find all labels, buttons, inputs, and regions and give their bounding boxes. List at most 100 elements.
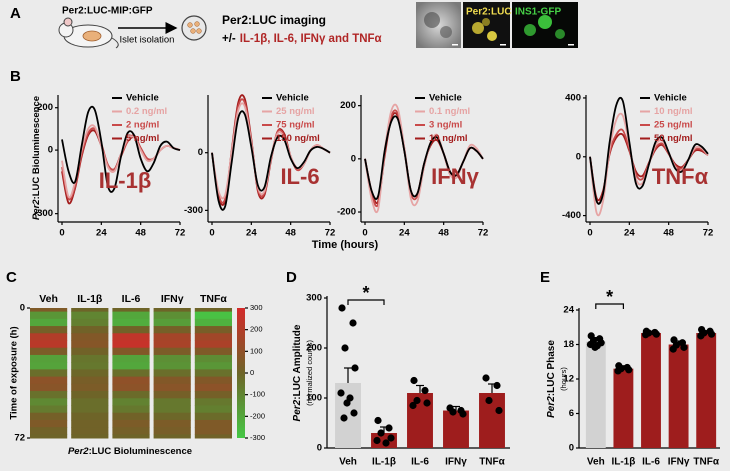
strain-label: Per2:LUC-MIP:GFP: [62, 6, 153, 17]
data-point: [697, 332, 705, 340]
heatmap-cell: [71, 340, 109, 349]
y-axis-title: Per2:LUC Amplitude: [292, 324, 303, 421]
heatmap-cell: [71, 391, 109, 399]
x-tick-label: 48: [285, 228, 296, 239]
colorbar-tick-label: 300: [250, 303, 263, 312]
heatmap-cell: [112, 354, 150, 363]
heatmap-cell: [30, 412, 68, 421]
heatmap-cell: [194, 311, 232, 320]
column-label: Veh: [39, 293, 58, 305]
x-axis-title: Time (hours): [312, 239, 379, 251]
heatmap-cell: [30, 376, 68, 385]
series-line: [589, 96, 709, 205]
heatmap-cell: [71, 347, 109, 356]
heatmap-cell: [112, 340, 150, 349]
heatmap-cell: [153, 391, 191, 399]
y-tick-label: 0: [20, 303, 25, 314]
y-tick-label: -300: [184, 205, 203, 216]
data-point: [485, 396, 493, 405]
heatmap-cell: [194, 333, 232, 341]
x-tick-label: IFNγ: [668, 457, 690, 468]
heatmap-cell: [112, 362, 150, 370]
data-point: [350, 409, 358, 417]
y-tick-label: 24: [563, 305, 574, 316]
heatmap-cell: [153, 347, 191, 356]
y-axis-title-rest: :LUC Amplitude: [292, 324, 303, 400]
significance-bracket: [347, 299, 385, 305]
y-axis-title: Time of exposure (h): [9, 326, 20, 419]
x-tick-label: 72: [175, 228, 186, 239]
data-point: [377, 429, 385, 437]
chart-label: IL-6: [280, 164, 319, 189]
x-tick-label: 48: [438, 228, 449, 239]
column-label: TNFα: [200, 293, 227, 305]
column-label: IL-1β: [77, 293, 103, 305]
bar: [641, 333, 661, 448]
heatmap-cell: [71, 354, 109, 363]
heatmap-cell: [71, 405, 109, 414]
heatmap-cell: [194, 383, 232, 392]
heatmap-cell: [30, 311, 68, 320]
y-axis-title-italic: Per2: [31, 199, 42, 220]
heatmap-cell: [112, 347, 150, 356]
heatmap-cell: [112, 383, 150, 392]
image-label: INS1-GFP: [515, 7, 561, 18]
treatment-text: +/- IL-1β, IL-6, IFNγ and TNFα: [222, 33, 382, 45]
heatmap-cell: [153, 412, 191, 421]
x-tick-label: 48: [663, 228, 674, 239]
data-point: [669, 345, 677, 353]
significance-bracket: [595, 303, 624, 309]
series-line: [211, 110, 331, 211]
heatmap-cell: [30, 369, 68, 378]
colorbar-tick-label: -300: [250, 433, 265, 442]
heatmap-cell: [30, 333, 68, 341]
heatmap-cell: [71, 412, 109, 421]
x-tick-label: 24: [246, 228, 257, 239]
legend-label: 10 ng/ml: [654, 106, 693, 117]
column-label: IL-6: [122, 293, 141, 305]
heatmap-cell: [153, 419, 191, 428]
heatmap-cell: [194, 419, 232, 428]
data-point: [349, 319, 357, 327]
series-line: [364, 115, 484, 200]
y-tick-label: 400: [565, 92, 581, 103]
heatmap-cell: [30, 318, 68, 327]
data-point: [409, 401, 417, 410]
colorbar-tick-label: 100: [250, 346, 263, 355]
heatmap-cell: [153, 340, 191, 349]
legend-label: 0.1 ng/ml: [429, 106, 470, 117]
heatmap-cell: [71, 333, 109, 341]
heatmap-cell: [194, 308, 232, 313]
data-point: [387, 434, 395, 442]
heatmap-cell: [30, 391, 68, 399]
y-axis-title-rest: :LUC Phase: [546, 340, 557, 397]
x-tick-label: 0: [587, 228, 592, 239]
data-point: [413, 396, 421, 405]
x-tick-label: 72: [325, 228, 336, 239]
heatmap-cell: [194, 369, 232, 378]
heatmap-cell: [30, 347, 68, 356]
legend-label: 50 ng/ml: [654, 133, 693, 144]
heatmap-cell: [153, 362, 191, 370]
heatmap-cell: [153, 311, 191, 320]
image-label: Per2:LUC: [466, 7, 512, 18]
series-line: [61, 105, 181, 193]
data-point: [423, 399, 431, 407]
dish-icon: [181, 15, 207, 41]
data-point: [680, 343, 688, 351]
chart-label: TNFα: [652, 164, 709, 189]
y-tick-label: 72: [14, 433, 25, 444]
bar: [668, 344, 689, 448]
legend-label: Vehicle: [654, 93, 687, 104]
y-axis-subtitle: (hours): [559, 367, 568, 391]
data-point: [340, 414, 348, 422]
x-tick-label: 24: [399, 228, 410, 239]
y-tick-label: 12: [563, 374, 574, 385]
x-tick-label: IFNγ: [445, 457, 467, 468]
heatmap-cell: [112, 318, 150, 327]
heatmap-cell: [153, 318, 191, 327]
heatmap-cell: [30, 419, 68, 428]
x-tick-label: IL-6: [411, 457, 429, 468]
data-point: [614, 367, 622, 375]
